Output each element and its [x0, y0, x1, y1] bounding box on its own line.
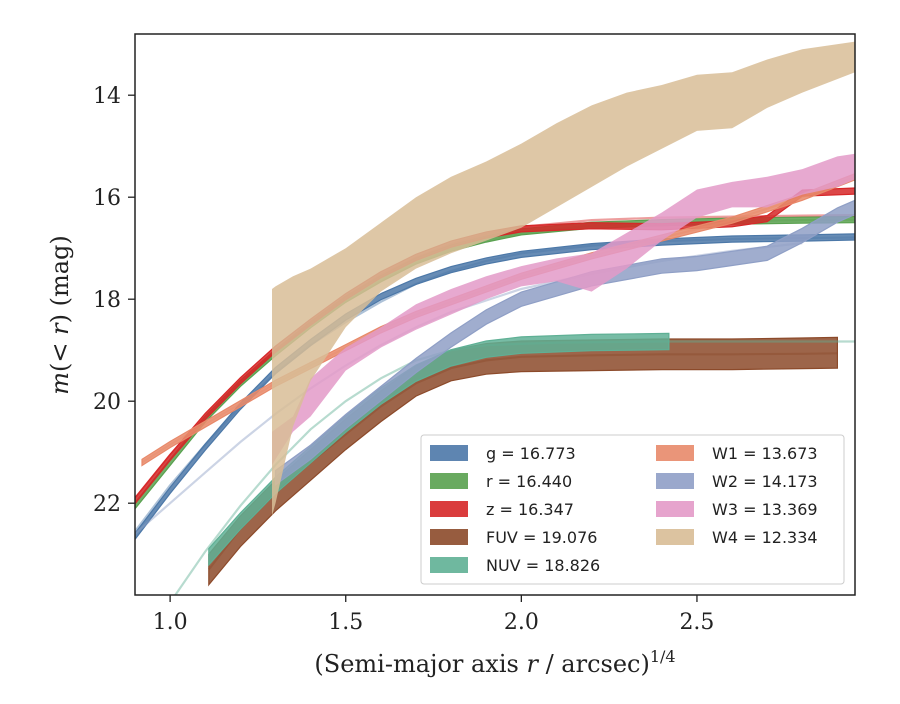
- legend-label-fuv: FUV = 19.076: [486, 528, 597, 547]
- legend-label-w3: W3 = 13.369: [712, 500, 818, 519]
- legend-label-w1: W1 = 13.673: [712, 444, 818, 463]
- legend-label-nuv: NUV = 18.826: [486, 556, 600, 575]
- legend-label-g: g = 16.773: [486, 444, 576, 463]
- legend-swatch-w4: [656, 529, 694, 545]
- tick-layer: 1.0 1.5 2.0 2.5 14 16 18 20 22: [93, 84, 714, 635]
- y-tick-label: 20: [93, 390, 121, 415]
- y-axis-label: m(< r) (mag): [46, 235, 74, 395]
- x-tick-label: 1.5: [328, 610, 363, 635]
- x-tick-label: 2.5: [679, 610, 714, 635]
- legend-swatch-w2: [656, 473, 694, 489]
- y-tick-label: 18: [93, 288, 121, 313]
- legend-label-r: r = 16.440: [486, 472, 572, 491]
- legend-label-w2: W2 = 14.173: [712, 472, 818, 491]
- legend-swatch-z: [430, 501, 468, 517]
- y-tick-label: 14: [93, 84, 121, 109]
- legend-box: [420, 434, 845, 585]
- x-axis-label: (Semi-major axis r / arcsec)1/4: [314, 647, 675, 678]
- series-w4: [272, 41, 855, 516]
- band-w2: [274, 199, 855, 486]
- plot-frame: [134, 33, 856, 596]
- band-w4: [272, 41, 855, 516]
- series-w3: [272, 153, 855, 465]
- x-tick-label: 2.0: [504, 610, 539, 635]
- series-layer: [135, 41, 855, 595]
- legend-label-w4: W4 = 12.334: [712, 528, 818, 547]
- legend-swatch-r: [430, 473, 468, 489]
- legend-swatch-g: [430, 445, 468, 461]
- band-w3: [272, 153, 855, 465]
- legend-label-z: z = 16.347: [486, 500, 574, 519]
- y-tick-label: 22: [93, 492, 121, 517]
- x-tick-label: 1.0: [153, 610, 188, 635]
- legend-swatch-w1: [656, 445, 694, 461]
- legend-swatch-w3: [656, 501, 694, 517]
- legend-swatch-fuv: [430, 529, 468, 545]
- legend-swatch-nuv: [430, 557, 468, 573]
- legend: g = 16.773 r = 16.440 z = 16.347 FUV = 19.0…: [420, 434, 845, 585]
- y-tick-label: 16: [93, 186, 121, 211]
